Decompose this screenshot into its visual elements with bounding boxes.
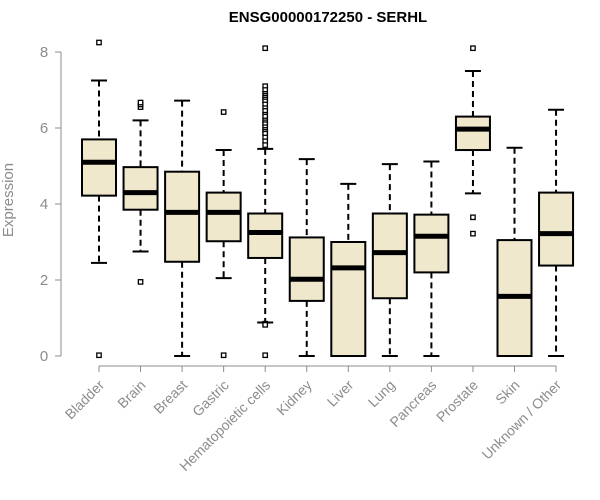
box-iqr [371, 212, 408, 300]
box-skin [496, 146, 533, 358]
box-prostate [454, 45, 491, 237]
x-tick-label: Brain [114, 377, 148, 411]
outlier-point [137, 99, 144, 106]
box-liver [330, 182, 367, 357]
x-tick-label: Lung [365, 377, 398, 410]
y-tick-label: 4 [40, 196, 48, 213]
box-kidney [288, 158, 325, 357]
x-tick-label: Skin [492, 377, 523, 408]
chart-title: ENSG00000172250 - SERHL [229, 9, 427, 26]
box-iqr [164, 170, 201, 263]
box-iqr [122, 166, 159, 211]
y-axis-label: Expression [0, 163, 17, 237]
box-lung [371, 163, 408, 357]
box-bladder [81, 39, 117, 359]
x-tick-label: Unknown / Other [479, 377, 565, 463]
outlier-point [137, 279, 144, 285]
outlier-point [470, 230, 476, 237]
box-iqr [205, 191, 242, 243]
box-iqr [247, 212, 284, 259]
box-iqr [330, 241, 367, 357]
x-tick-label: Prostate [433, 377, 481, 425]
outlier-point [470, 45, 476, 52]
box-iqr [413, 213, 450, 274]
box-gastric [205, 109, 242, 359]
x-tick-label: Bladder [62, 377, 108, 423]
outlier-point [96, 352, 102, 359]
y-axis: 0 2 4 6 8 [40, 44, 62, 365]
outlier-point [262, 352, 269, 359]
box-iqr [538, 191, 575, 267]
x-tick-label: Liver [324, 377, 357, 410]
boxes-layer [81, 39, 575, 359]
box-iqr [81, 138, 117, 197]
box-hematopoietic-cells [247, 45, 284, 359]
y-tick-label: 8 [40, 44, 48, 61]
outlier-point [220, 109, 227, 115]
box-unknown-other [538, 108, 575, 357]
y-tick-label: 6 [40, 120, 48, 137]
box-iqr [454, 115, 491, 152]
outlier-point [470, 214, 476, 221]
outlier-point [262, 142, 269, 148]
outlier-point [262, 45, 269, 52]
y-tick-label: 2 [40, 272, 48, 289]
x-tick-label: Kidney [273, 377, 315, 419]
outlier-point [262, 321, 269, 328]
box-pancreas [413, 160, 450, 357]
box-brain [122, 99, 159, 285]
outlier-point [96, 39, 102, 46]
outlier-point [220, 352, 227, 359]
box-iqr [288, 236, 325, 302]
box-breast [164, 99, 201, 357]
x-tick-label: Breast [150, 377, 190, 417]
y-tick-label: 0 [40, 348, 48, 365]
